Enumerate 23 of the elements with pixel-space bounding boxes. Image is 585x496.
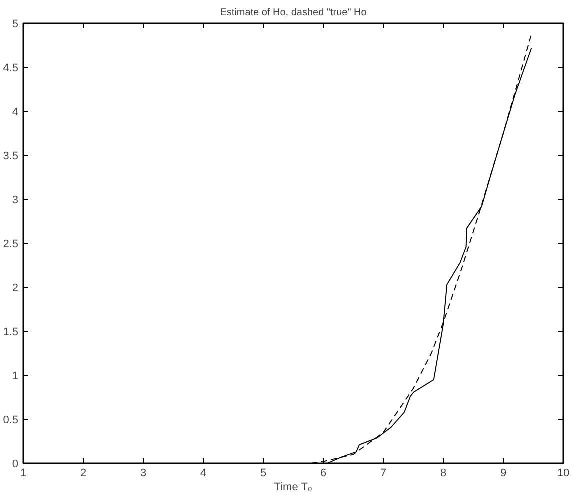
x-tick-label: 2 (80, 468, 87, 480)
y-tick-label: 5 (12, 18, 19, 30)
y-tick-label: 1 (12, 370, 19, 382)
x-tick-label: 1 (20, 468, 27, 480)
x-axis-title: Time T₀ (274, 482, 312, 494)
x-tick-label: 6 (320, 468, 327, 480)
x-tick-label: 9 (500, 468, 507, 480)
x-tick-label: 10 (557, 468, 570, 480)
chart-title: Estimate of Ho, dashed "true" Ho (220, 8, 368, 18)
x-tick-label: 7 (380, 468, 387, 480)
y-tick-label: 1.5 (3, 326, 19, 338)
x-tick-label: 5 (260, 468, 267, 480)
x-tick-label: 8 (440, 468, 447, 480)
y-tick-label: 2.5 (3, 238, 19, 250)
y-tick-label: 0 (12, 458, 19, 470)
y-tick-label: 2 (12, 282, 19, 294)
y-tick-label: 4.5 (3, 62, 19, 74)
y-tick-label: 0.5 (3, 414, 19, 426)
y-tick-label: 3 (12, 194, 19, 206)
x-tick-label: 4 (200, 468, 207, 480)
y-tick-label: 4 (12, 106, 19, 118)
y-tick-label: 3.5 (3, 150, 19, 162)
x-tick-label: 3 (140, 468, 147, 480)
